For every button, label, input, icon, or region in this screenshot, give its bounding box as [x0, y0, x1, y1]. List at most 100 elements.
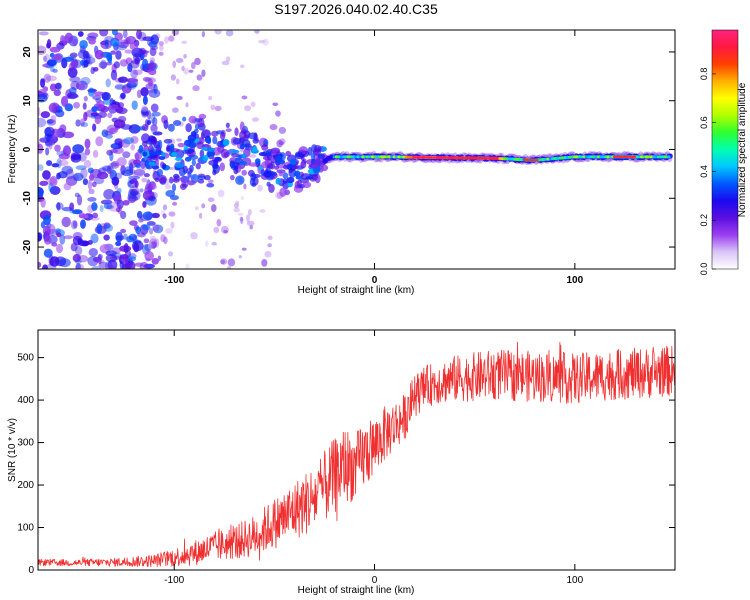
heatmap-cell [102, 99, 114, 105]
heatmap-cell [98, 111, 108, 119]
heatmap-cell [148, 41, 158, 48]
heatmap-cell [190, 130, 197, 137]
heatmap-cell [147, 242, 153, 250]
heatmap-cell [42, 170, 51, 180]
heatmap-cell [148, 161, 156, 166]
heatmap-cell [107, 112, 113, 119]
heatmap-cell [198, 212, 203, 219]
heatmap-cell [267, 235, 273, 240]
heatmap-cell [92, 149, 99, 158]
heatmap-cell [101, 91, 109, 101]
heatmap-cell [62, 131, 75, 139]
heatmap-cell [154, 238, 160, 248]
heatmap-cell [186, 180, 196, 186]
heatmap-cell [267, 243, 272, 248]
heatmap-cell [182, 116, 187, 122]
heatmap-cell [59, 234, 66, 245]
heatmap-cell [311, 160, 318, 170]
heatmap-cell [168, 35, 175, 42]
heatmap-cell [112, 247, 122, 254]
heatmap-cell [187, 171, 192, 178]
heatmap-cell [252, 146, 258, 153]
heatmap-ytick-label: 0 [22, 146, 33, 152]
heatmap-cell [99, 30, 109, 37]
heatmap-cell [250, 172, 257, 181]
heatmap-cell [105, 78, 111, 88]
heatmap-cell [90, 114, 97, 119]
heatmap-cell [141, 106, 149, 116]
heatmap-cell [150, 103, 159, 113]
heatmap-cell [231, 153, 240, 158]
heatmap-cell [97, 254, 104, 260]
snr-ytick-label: 400 [17, 395, 34, 406]
snr-ytick-label: 300 [17, 438, 34, 449]
heatmap-cell [54, 144, 61, 152]
heatmap-cell [278, 138, 286, 146]
heatmap-cell [302, 181, 312, 189]
heatmap-cell [46, 39, 52, 49]
heatmap-cell [87, 196, 97, 202]
heatmap-cell [72, 220, 78, 229]
heatmap-cell [136, 165, 148, 172]
heatmap-cell [139, 188, 144, 193]
heatmap-cell [534, 158, 539, 162]
heatmap-cell [158, 175, 167, 184]
heatmap-cell [294, 170, 301, 177]
heatmap-cell [212, 136, 218, 145]
colorbar: 0.8 0.6 0.4 0.2 0.0 Normalized spectral ampl… [699, 29, 748, 275]
heatmap-cell [213, 226, 220, 234]
heatmap-cell [82, 102, 87, 110]
heatmap-cell [121, 169, 134, 177]
heatmap-cell [69, 209, 81, 214]
heatmap-cell [275, 177, 282, 185]
heatmap-cell [286, 177, 295, 184]
heatmap-cell [141, 224, 151, 231]
heatmap-cell [146, 120, 152, 126]
heatmap-cell [175, 57, 184, 64]
heatmap-cell [188, 69, 194, 73]
heatmap-cell [317, 153, 325, 160]
heatmap-cell [264, 250, 272, 258]
heatmap-cell [127, 178, 132, 188]
heatmap-cell [69, 202, 75, 212]
heatmap-cell [269, 123, 278, 131]
heatmap-cell [73, 101, 80, 109]
snr-frame [37, 329, 676, 571]
heatmap-cell [74, 259, 82, 264]
heatmap-cell [135, 226, 141, 235]
heatmap-cell [139, 261, 149, 269]
heatmap-cell [312, 166, 321, 174]
heatmap-cell [240, 216, 244, 225]
heatmap-cell [150, 235, 156, 240]
heatmap-cell [127, 188, 136, 200]
heatmap-cell [131, 100, 138, 110]
colorbar-tick-label: 0.6 [699, 116, 709, 129]
heatmap-cell [40, 78, 46, 83]
heatmap-cell [117, 141, 123, 149]
heatmap-cell [207, 147, 215, 152]
heatmap-cell [116, 157, 127, 167]
heatmap-cell [206, 183, 215, 188]
heatmap-cell [40, 78, 46, 88]
heatmap-cell [91, 181, 97, 188]
heatmap-cell [175, 78, 180, 85]
heatmap-cell [245, 214, 250, 222]
heatmap-cell [111, 30, 118, 36]
heatmap-cell [258, 151, 268, 157]
heatmap-cell [197, 117, 205, 128]
heatmap-cell [152, 131, 163, 136]
heatmap-cell [84, 138, 91, 149]
heatmap-cell [172, 178, 180, 183]
heatmap-cell [221, 60, 230, 66]
heatmap-cell [315, 156, 322, 166]
heatmap-cell [123, 37, 131, 45]
heatmap-cell [136, 232, 146, 238]
heatmap-cell [314, 174, 321, 184]
heatmap-cell [190, 232, 198, 240]
heatmap-cell [233, 165, 239, 175]
heatmap-cell [109, 104, 119, 110]
colorbar-tick-label: 0.4 [699, 165, 709, 178]
heatmap-cell [55, 109, 65, 118]
heatmap-cell [238, 255, 242, 259]
